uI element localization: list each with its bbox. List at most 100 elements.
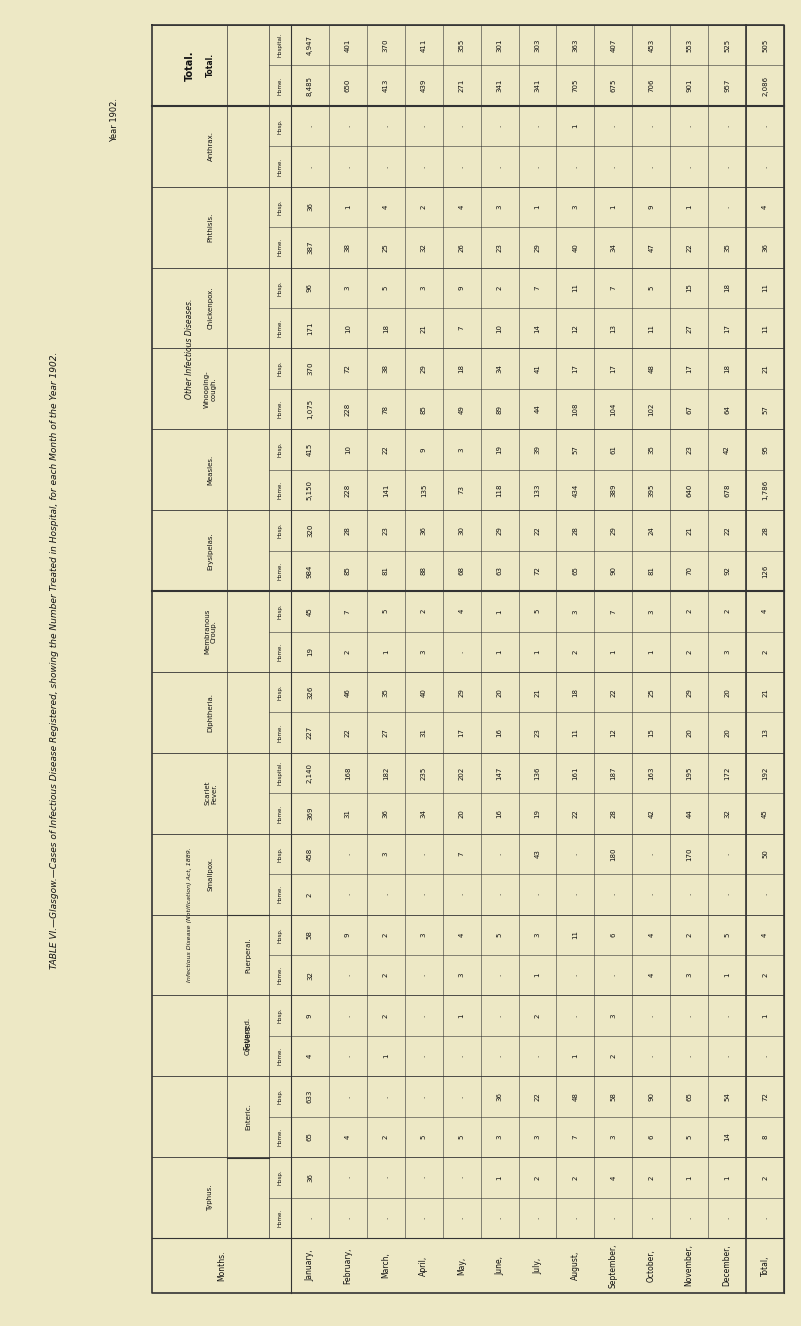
Text: 434: 434 [573,484,578,497]
Text: 39: 39 [534,446,541,453]
Text: Erysipelas.: Erysipelas. [207,532,214,569]
Text: .: . [459,1095,465,1098]
Text: 28: 28 [610,809,616,818]
Text: Hosp.: Hosp. [277,361,283,377]
Text: 20: 20 [497,688,502,696]
Text: Hosp.: Hosp. [277,442,283,457]
Text: 9: 9 [459,285,465,290]
Text: 21: 21 [534,688,541,696]
Text: 85: 85 [421,404,427,414]
Text: 901: 901 [686,80,692,93]
Text: 2: 2 [686,932,692,937]
Text: 415: 415 [307,443,313,456]
Text: 4: 4 [459,609,465,614]
Text: Home.: Home. [277,400,283,418]
Text: Diphtheria.: Diphtheria. [207,693,214,732]
Text: September,: September, [609,1244,618,1288]
Text: .: . [497,166,502,167]
Text: 2: 2 [383,1013,388,1018]
Text: 58: 58 [307,931,313,939]
Text: 640: 640 [686,483,692,497]
Text: 2: 2 [345,650,351,654]
Text: 187: 187 [610,766,616,780]
Text: 341: 341 [534,80,541,93]
Text: .: . [383,1217,388,1219]
Text: Hosp.: Hosp. [277,280,283,296]
Text: .: . [534,125,541,127]
Text: 32: 32 [421,243,427,252]
Text: .: . [307,125,313,127]
Text: 705: 705 [573,80,578,93]
Text: 303: 303 [534,38,541,52]
Text: .: . [686,1217,692,1219]
Text: .: . [459,1176,465,1179]
Text: .: . [534,894,541,895]
Text: 50: 50 [762,850,768,858]
Text: .: . [610,125,616,127]
Text: .: . [724,853,731,855]
Text: 4: 4 [648,973,654,977]
Text: 355: 355 [459,38,465,52]
Text: 14: 14 [534,324,541,333]
Text: 3: 3 [345,285,351,290]
Text: 85: 85 [345,566,351,575]
Text: 2: 2 [383,1135,388,1139]
Text: 2: 2 [383,973,388,977]
Text: 11: 11 [762,284,768,292]
Text: 389: 389 [610,483,616,497]
Text: 633: 633 [307,1090,313,1103]
Text: .: . [686,166,692,167]
Text: 35: 35 [383,688,388,696]
Text: 48: 48 [573,1093,578,1101]
Text: Home.: Home. [277,643,283,660]
Text: 72: 72 [345,365,351,373]
Text: 4: 4 [610,1175,616,1180]
Text: 235: 235 [421,766,427,780]
Text: .: . [497,853,502,855]
Text: .: . [421,125,427,127]
Text: Home.: Home. [277,562,283,579]
Text: 23: 23 [383,526,388,534]
Text: .: . [345,853,351,855]
Text: 45: 45 [762,809,768,818]
Text: .: . [648,894,654,895]
Text: 17: 17 [459,728,465,737]
Text: .: . [497,894,502,895]
Text: 413: 413 [383,80,388,93]
Text: 163: 163 [648,766,654,780]
Text: 7: 7 [345,609,351,614]
Text: .: . [762,125,768,127]
Text: .: . [648,853,654,855]
Text: Total.: Total. [206,53,215,77]
Text: 26: 26 [459,243,465,252]
Text: 1: 1 [534,204,541,210]
Text: 2: 2 [610,1054,616,1058]
Text: .: . [686,1014,692,1017]
Text: 49: 49 [459,404,465,414]
Text: 36: 36 [307,1174,313,1181]
Text: July,: July, [533,1257,542,1274]
Text: 3: 3 [686,973,692,977]
Text: 36: 36 [383,809,388,818]
Text: 22: 22 [610,688,616,696]
Text: November,: November, [685,1245,694,1286]
Text: 1: 1 [534,650,541,654]
Text: 3: 3 [421,650,427,654]
Text: Smallpox.: Smallpox. [207,857,214,891]
Text: Hosp.: Hosp. [277,522,283,538]
Text: .: . [307,166,313,167]
Text: 8: 8 [762,1135,768,1139]
Text: Total,: Total, [760,1256,770,1276]
Text: Anthrax.: Anthrax. [207,131,214,162]
Text: 57: 57 [762,404,768,414]
Text: 19: 19 [307,647,313,656]
Text: 42: 42 [724,446,731,453]
Text: 29: 29 [459,688,465,696]
Text: June,: June, [495,1256,504,1276]
Text: .: . [724,894,731,895]
Text: 453: 453 [648,38,654,52]
Text: 228: 228 [345,403,351,416]
Text: Hosp.: Hosp. [277,684,283,700]
Text: .: . [421,1095,427,1098]
Text: 3: 3 [421,932,427,937]
